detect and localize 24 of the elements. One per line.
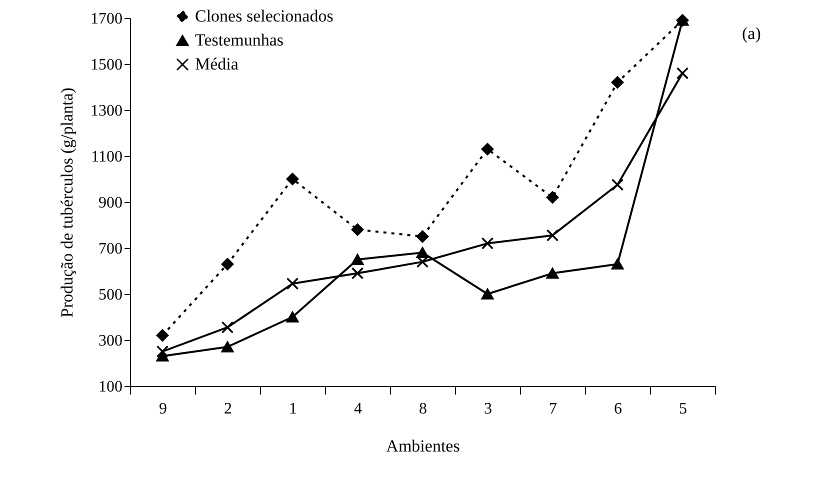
- y-tick-label: 1700: [90, 10, 122, 28]
- legend-label: Média: [195, 54, 239, 74]
- legend-label: Clones selecionados: [195, 6, 334, 26]
- x-tick-label: 9: [159, 400, 167, 418]
- y-axis-title: Produção de tubérculos (g/planta): [58, 88, 76, 318]
- x-tick-label: 4: [354, 400, 362, 418]
- x-tick-label: 8: [419, 400, 427, 418]
- y-tick-label: 1100: [91, 148, 122, 166]
- x-tick-label: 5: [679, 400, 687, 418]
- x-tick-label: 3: [484, 400, 492, 418]
- x-tick-label: 7: [549, 400, 557, 418]
- y-tick-label: 900: [98, 194, 122, 212]
- y-tick-label: 1500: [90, 56, 122, 74]
- x-tick-label: 1: [289, 400, 297, 418]
- x-tick-label: 2: [224, 400, 232, 418]
- x-axis-title: Ambientes: [386, 436, 460, 456]
- y-tick-label: 500: [98, 286, 122, 304]
- legend-label: Testemunhas: [195, 30, 284, 50]
- text: (a): [742, 24, 761, 43]
- x-tick-label: 6: [614, 400, 622, 418]
- y-tick-label: 300: [98, 332, 122, 350]
- y-tick-label: 1300: [90, 102, 122, 120]
- y-tick-label: 100: [98, 378, 122, 396]
- y-tick-label: 700: [98, 240, 122, 258]
